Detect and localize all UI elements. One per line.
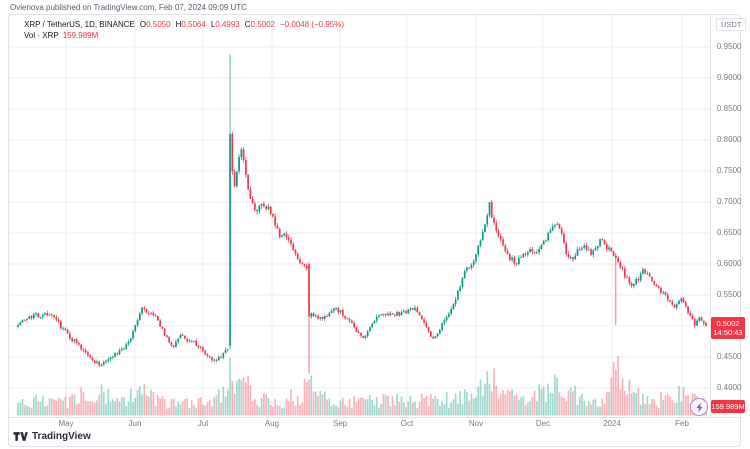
price-tick-0.7000: 0.7000 [717, 197, 742, 206]
volume-bars-layer [17, 355, 707, 416]
candles-layer [17, 54, 707, 374]
ohlc-C: C0.5002 [244, 20, 275, 29]
ohlc-H: H0.5064 [175, 20, 206, 29]
ohlc-L: L0.4993 [210, 20, 240, 29]
price-tick-0.4000: 0.4000 [717, 383, 742, 392]
attribution-text: Ovienova published on TradingView.com, F… [10, 3, 247, 12]
symbol-title[interactable]: XRP / TetherUS, 1D, BINANCE [24, 20, 135, 29]
time-label-Feb: Feb [675, 419, 689, 428]
tradingview-logo-text: TradingView [32, 431, 91, 442]
time-label-Sep: Sep [332, 419, 348, 428]
ohlc-O: O0.5050 [139, 20, 171, 29]
time-label-Nov: Nov [468, 419, 484, 428]
price-tick-0.8000: 0.8000 [717, 135, 742, 144]
price-tick-0.6000: 0.6000 [717, 259, 742, 268]
price-tick-0.9500: 0.9500 [717, 42, 742, 51]
lightning-icon [695, 402, 703, 412]
volume-value: 159.989M [62, 31, 99, 40]
price-tick-0.4500: 0.4500 [717, 352, 742, 361]
tradingview-logo-icon [13, 432, 28, 441]
grid-layer [9, 15, 710, 418]
time-label-Dec: Dec [535, 419, 551, 428]
time-axis[interactable]: May Jun Jul Aug Sep Oct Nov Dec 2024 Feb [8, 419, 710, 432]
time-label-2024: 2024 [603, 419, 621, 428]
time-label-Jun: Jun [128, 419, 142, 428]
time-label-Jul: Jul [197, 419, 209, 428]
chart-card [8, 14, 741, 447]
symbol-legend: XRP / TetherUS, 1D, BINANCE O0.5050 H0.506… [24, 19, 344, 41]
ohlc-values: O0.5050 H0.5064 L0.4993 C0.5002 [135, 20, 275, 29]
axis-separators [9, 15, 741, 418]
time-label-Oct: Oct [400, 419, 414, 428]
volume-badge: 159.989M [711, 400, 745, 413]
time-label-May: May [58, 419, 74, 428]
volume-row: Vol · XRP 159.989M [24, 30, 344, 41]
price-tick-0.7500: 0.7500 [717, 166, 742, 175]
price-tick-0.5500: 0.5500 [717, 290, 742, 299]
boost-button[interactable] [690, 398, 708, 416]
currency-label[interactable]: USDT [716, 18, 747, 31]
price-tick-0.8500: 0.8500 [717, 104, 742, 113]
change-value: −0.0048 (−0.95%) [279, 20, 345, 29]
last-price-value: 0.5002 [716, 319, 740, 328]
bar-countdown: 14:50:43 [713, 328, 743, 337]
price-tick-0.9000: 0.9000 [717, 73, 742, 82]
last-price-badge: 0.5002 14:50:43 [711, 317, 745, 339]
symbol-row: XRP / TetherUS, 1D, BINANCE O0.5050 H0.506… [24, 19, 344, 30]
tradingview-footer[interactable]: TradingView [13, 430, 91, 443]
price-axis[interactable]: USDT 0.9500 0.9000 0.8500 0.8000 0.7500 0.700… [710, 14, 747, 418]
time-label-Aug: Aug [264, 419, 280, 428]
volume-label[interactable]: Vol · XRP [24, 31, 59, 40]
price-tick-0.6500: 0.6500 [717, 228, 742, 237]
